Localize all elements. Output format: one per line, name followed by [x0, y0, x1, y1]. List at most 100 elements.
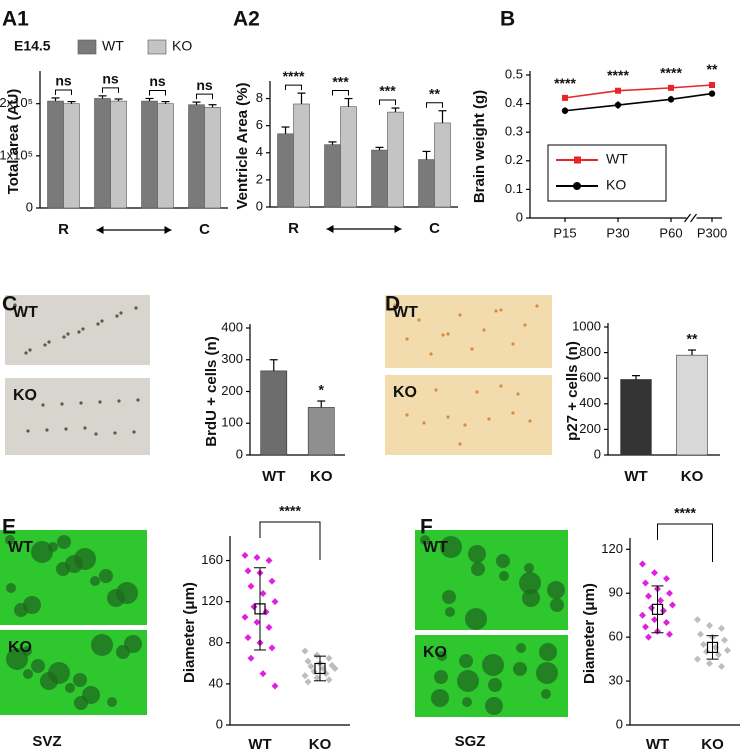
cell	[523, 323, 527, 327]
panel-label: D	[385, 293, 400, 316]
cell	[393, 303, 397, 307]
bar	[371, 149, 388, 208]
cell	[28, 348, 32, 352]
data-point	[645, 633, 652, 641]
cell	[79, 401, 83, 405]
y-tick-label: 4	[256, 144, 263, 159]
y-axis-label: Brain weight (g)	[471, 90, 488, 203]
y-tick-label: 2	[256, 171, 263, 186]
cell	[117, 399, 121, 403]
y-axis-label: p27 + cells (n)	[564, 341, 581, 441]
data-point	[313, 674, 321, 682]
cell	[64, 427, 68, 431]
significance-bracket	[285, 84, 302, 91]
image-label: WT	[423, 539, 448, 556]
cell	[417, 318, 421, 322]
cell	[488, 678, 502, 692]
data-point	[639, 560, 646, 568]
cell	[446, 415, 450, 419]
significance: **	[707, 61, 718, 77]
cell	[405, 413, 409, 417]
data-point	[247, 654, 255, 662]
data-point	[331, 664, 339, 672]
cell	[6, 648, 28, 670]
cell	[136, 398, 140, 402]
legend-swatch	[77, 39, 97, 55]
bar	[110, 100, 127, 209]
cell	[496, 554, 510, 568]
cell	[516, 643, 526, 653]
cell	[96, 322, 100, 326]
bar	[94, 98, 111, 209]
data-point	[721, 636, 728, 644]
data-point	[322, 670, 330, 678]
data-point	[724, 646, 731, 654]
cell	[74, 548, 96, 570]
cell	[60, 402, 64, 406]
bar	[204, 107, 221, 209]
data-point	[706, 621, 713, 629]
cell	[393, 386, 397, 390]
data-point	[663, 575, 670, 583]
y-tick-label: 6	[256, 117, 263, 132]
y-tick-label: 100	[221, 415, 243, 430]
significance: ****	[674, 505, 696, 521]
x-tick-label: KO	[310, 468, 333, 485]
y-tick-label: 0.5	[505, 66, 523, 81]
y-tick-label: 0	[516, 209, 523, 224]
panel-label: A1	[2, 8, 29, 31]
cell	[431, 689, 449, 707]
x-tick-label: WT	[646, 736, 669, 750]
legend-swatch	[147, 39, 167, 55]
line	[564, 92, 713, 112]
significance: *	[319, 382, 325, 398]
bar	[188, 104, 205, 209]
significance-bracket	[149, 89, 166, 96]
y-tick-label: 0.2	[505, 152, 523, 167]
legend-box	[547, 144, 667, 202]
image-label: KO	[393, 384, 417, 401]
cell	[458, 442, 462, 446]
panel-label: F	[420, 516, 433, 539]
cell	[40, 672, 58, 690]
cell	[494, 309, 498, 313]
data-point	[660, 607, 667, 615]
micrograph	[5, 378, 150, 455]
marker	[615, 87, 621, 94]
cell	[441, 333, 445, 337]
y-axis-label: BrdU + cells (n)	[203, 336, 220, 446]
significance-bracket	[196, 93, 213, 100]
cell	[94, 432, 98, 436]
cell	[23, 669, 33, 679]
significance-bracket	[55, 89, 72, 95]
mean-marker	[314, 662, 326, 675]
bar	[63, 103, 80, 209]
cell	[116, 582, 138, 604]
panel-label: E	[2, 516, 16, 539]
micrograph	[385, 295, 552, 368]
x-tick-label: R	[58, 221, 69, 238]
x-tick-label: KO	[309, 736, 332, 750]
cell	[550, 598, 564, 612]
image-label: KO	[423, 644, 447, 661]
cell	[77, 330, 81, 334]
cell	[519, 572, 541, 594]
x-tick-label: KO	[681, 468, 704, 485]
data-point	[301, 647, 309, 655]
image-label: WT	[393, 304, 418, 321]
data-point	[265, 623, 273, 631]
cell	[440, 536, 462, 558]
bar	[157, 103, 174, 209]
marker	[708, 90, 716, 97]
x-tick-label: R	[288, 220, 299, 237]
legend-label: KO	[172, 38, 192, 54]
cell	[475, 390, 479, 394]
y-axis-label: Diameter (μm)	[581, 583, 598, 684]
cell	[434, 388, 438, 392]
cell	[482, 654, 504, 676]
cell	[73, 673, 87, 687]
significance: **	[429, 85, 440, 101]
cell	[134, 306, 138, 310]
region-label: SGZ	[455, 733, 486, 750]
cell	[516, 392, 520, 396]
